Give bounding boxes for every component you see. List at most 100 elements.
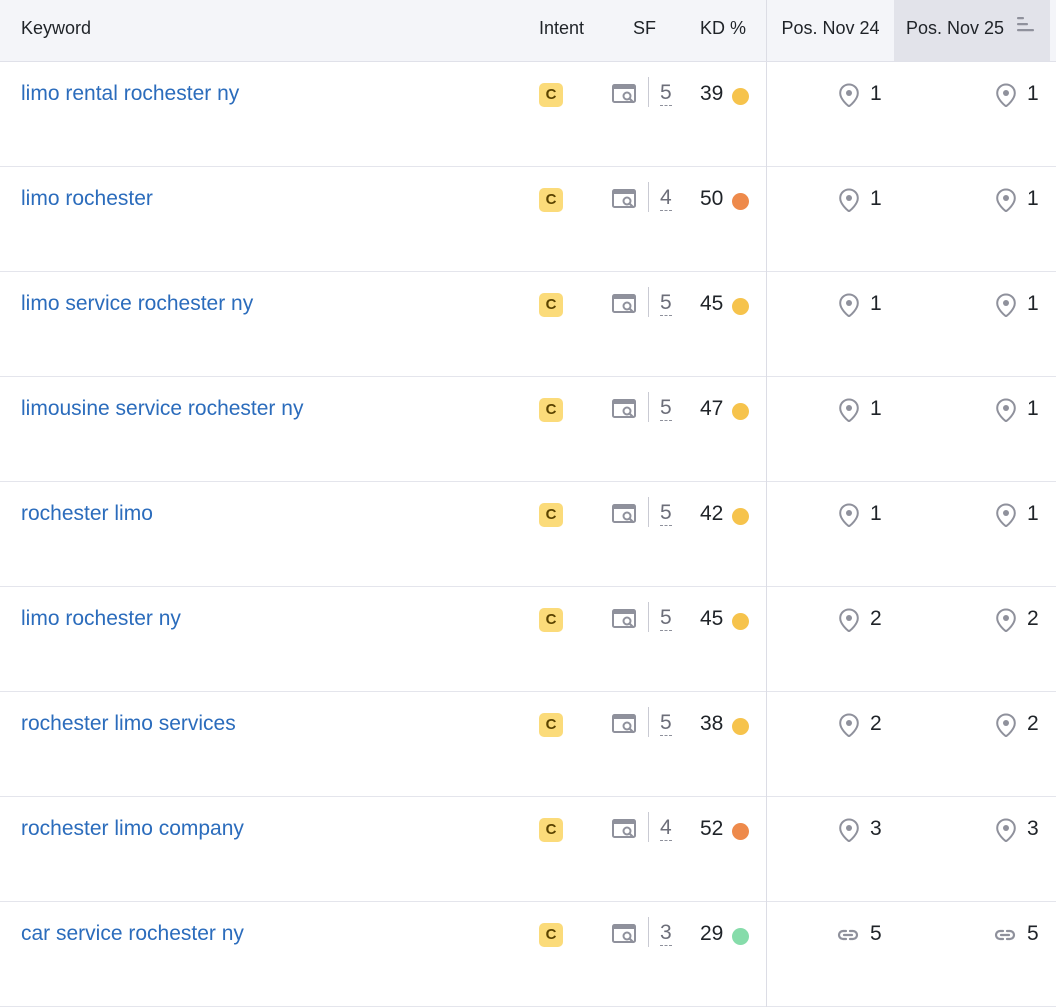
kd-indicator-dot [732, 823, 749, 840]
serp-features-count[interactable]: 4 [660, 186, 672, 211]
keyword-link[interactable]: rochester limo [21, 502, 153, 525]
table-row: limo service rochester ny C 5 45 1 1 [0, 272, 1056, 377]
position-nov-24: 1 [870, 502, 882, 525]
position-nov-24: 1 [870, 292, 882, 315]
serp-features-icon[interactable] [612, 924, 638, 949]
position-nov-25: 1 [1027, 502, 1039, 525]
kd-indicator-dot [732, 718, 749, 735]
position-nov-25: 3 [1027, 817, 1039, 840]
keyword-link[interactable]: limo rochester ny [21, 607, 181, 630]
position-nov-25: 5 [1027, 922, 1039, 945]
keyword-link[interactable]: limo rochester [21, 187, 153, 210]
intent-badge-commercial[interactable]: C [539, 188, 563, 212]
intent-badge-commercial[interactable]: C [539, 398, 563, 422]
kd-indicator-dot [732, 613, 749, 630]
column-header-sf[interactable]: SF [633, 18, 657, 38]
link-icon[interactable] [993, 923, 1017, 952]
position-nov-25: 2 [1027, 607, 1039, 630]
intent-badge-commercial[interactable]: C [539, 608, 563, 632]
serp-features-count[interactable]: 5 [660, 501, 672, 526]
column-divider [766, 482, 767, 587]
column-header-pos-nov-24[interactable]: Pos. Nov 24 [766, 0, 894, 61]
position-nov-25: 1 [1027, 397, 1039, 420]
position-nov-25: 1 [1027, 292, 1039, 315]
position-nov-24: 2 [870, 607, 882, 630]
serp-features-count[interactable]: 5 [660, 291, 672, 316]
intent-badge-commercial[interactable]: C [539, 293, 563, 317]
table-body: limo rental rochester ny C 5 39 1 1 limo roche… [0, 62, 1056, 1007]
keyword-link[interactable]: limo service rochester ny [21, 292, 254, 315]
location-pin-icon[interactable] [995, 293, 1017, 322]
location-pin-icon[interactable] [995, 398, 1017, 427]
sf-divider [648, 77, 649, 107]
serp-features-count[interactable]: 5 [660, 396, 672, 421]
keyword-link[interactable]: car service rochester ny [21, 922, 244, 945]
sort-descending-icon[interactable] [1017, 0, 1035, 54]
table-row: limo rental rochester ny C 5 39 1 1 [0, 62, 1056, 167]
link-icon[interactable] [836, 923, 860, 952]
keyword-link[interactable]: rochester limo company [21, 817, 244, 840]
keyword-link[interactable]: limousine service rochester ny [21, 397, 304, 420]
intent-badge-commercial[interactable]: C [539, 923, 563, 947]
serp-features-icon[interactable] [612, 294, 638, 319]
serp-features-count[interactable]: 3 [660, 921, 672, 946]
intent-badge-commercial[interactable]: C [539, 818, 563, 842]
keyword-difficulty: 38 [700, 712, 724, 735]
location-pin-icon[interactable] [838, 398, 860, 427]
intent-badge-commercial[interactable]: C [539, 503, 563, 527]
sf-divider [648, 707, 649, 737]
column-header-pos-nov-25[interactable]: Pos. Nov 25 [894, 0, 1050, 61]
position-nov-24: 2 [870, 712, 882, 735]
location-pin-icon[interactable] [995, 83, 1017, 112]
keyword-link[interactable]: limo rental rochester ny [21, 82, 240, 105]
keyword-link[interactable]: rochester limo services [21, 712, 236, 735]
location-pin-icon[interactable] [995, 713, 1017, 742]
location-pin-icon[interactable] [838, 188, 860, 217]
table-row: limo rochester C 4 50 1 1 [0, 167, 1056, 272]
serp-features-count[interactable]: 5 [660, 81, 672, 106]
sf-divider [648, 812, 649, 842]
keyword-difficulty: 39 [700, 82, 724, 105]
column-header-keyword[interactable]: Keyword [21, 18, 92, 38]
location-pin-icon[interactable] [838, 608, 860, 637]
location-pin-icon[interactable] [838, 818, 860, 847]
location-pin-icon[interactable] [838, 503, 860, 532]
location-pin-icon[interactable] [838, 293, 860, 322]
kd-indicator-dot [732, 88, 749, 105]
location-pin-icon[interactable] [995, 818, 1017, 847]
serp-features-icon[interactable] [612, 189, 638, 214]
column-divider [766, 167, 767, 272]
sf-divider [648, 917, 649, 947]
intent-badge-commercial[interactable]: C [539, 713, 563, 737]
keyword-difficulty: 52 [700, 817, 724, 840]
serp-features-icon[interactable] [612, 714, 638, 739]
location-pin-icon[interactable] [838, 83, 860, 112]
location-pin-icon[interactable] [995, 188, 1017, 217]
serp-features-icon[interactable] [612, 399, 638, 424]
location-pin-icon[interactable] [995, 608, 1017, 637]
column-divider [766, 377, 767, 482]
sf-divider [648, 392, 649, 422]
kd-indicator-dot [732, 403, 749, 420]
position-nov-24: 5 [870, 922, 882, 945]
position-nov-24: 1 [870, 187, 882, 210]
column-header-kd[interactable]: KD % [700, 18, 747, 38]
location-pin-icon[interactable] [838, 713, 860, 742]
location-pin-icon[interactable] [995, 503, 1017, 532]
serp-features-count[interactable]: 4 [660, 816, 672, 841]
table-row: rochester limo services C 5 38 2 2 [0, 692, 1056, 797]
serp-features-count[interactable]: 5 [660, 711, 672, 736]
kd-indicator-dot [732, 298, 749, 315]
column-divider [766, 587, 767, 692]
serp-features-count[interactable]: 5 [660, 606, 672, 631]
column-header-intent[interactable]: Intent [539, 18, 585, 38]
table-row: limousine service rochester ny C 5 47 1 1 [0, 377, 1056, 482]
serp-features-icon[interactable] [612, 819, 638, 844]
serp-features-icon[interactable] [612, 609, 638, 634]
serp-features-icon[interactable] [612, 84, 638, 109]
keyword-difficulty: 42 [700, 502, 724, 525]
intent-badge-commercial[interactable]: C [539, 83, 563, 107]
column-divider [766, 272, 767, 377]
serp-features-icon[interactable] [612, 504, 638, 529]
sf-divider [648, 182, 649, 212]
